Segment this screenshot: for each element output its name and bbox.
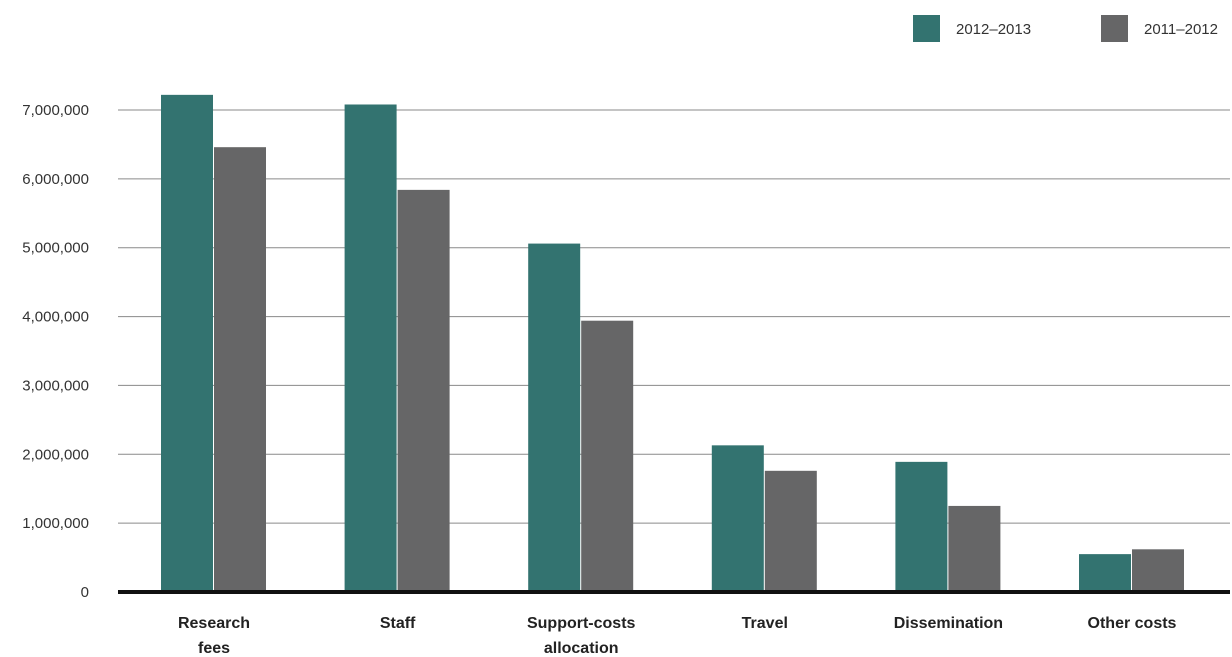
y-tick-label: 7,000,000 [22,102,89,119]
y-axis: 0 1,000,000 2,000,000 3,000,000 4,000,000 5,0… [22,102,89,601]
legend-swatch [1101,15,1128,42]
y-tick-label: 1,000,000 [22,515,89,532]
bar [764,470,817,592]
bar [895,461,948,592]
category-label: Other costs [1088,615,1177,632]
legend: 2012–2013 2011–2012 [913,15,1218,42]
gridlines [118,109,1230,524]
category-label: allocation [544,640,619,657]
legend-label: 2011–2012 [1144,21,1218,38]
category-label: Support-costs [527,615,636,632]
y-tick-label: 6,000,000 [22,171,89,188]
bars [161,94,1184,593]
y-tick-label: 4,000,000 [22,309,89,326]
bar [161,94,213,592]
y-tick-label: 5,000,000 [22,240,89,257]
category-label: Dissemination [894,615,1003,632]
bar [1132,549,1184,592]
bar [711,445,764,592]
y-tick-label: 2,000,000 [22,446,89,463]
bar [214,147,266,592]
bar [528,243,581,592]
bar [581,320,634,592]
y-tick-label: 3,000,000 [22,377,89,394]
category-label: Research [178,615,250,632]
legend-label: 2012–2013 [956,21,1031,38]
category-label: Staff [380,615,416,632]
bar [344,104,397,593]
category-label: fees [198,640,230,657]
bar [948,505,1001,592]
bar [397,189,450,593]
y-tick-label: 0 [81,584,89,601]
x-axis: Research fees Staff Support-costs allocation… [118,590,1230,657]
category-label: Travel [742,615,788,632]
legend-swatch [913,15,940,42]
bar [1079,554,1131,592]
